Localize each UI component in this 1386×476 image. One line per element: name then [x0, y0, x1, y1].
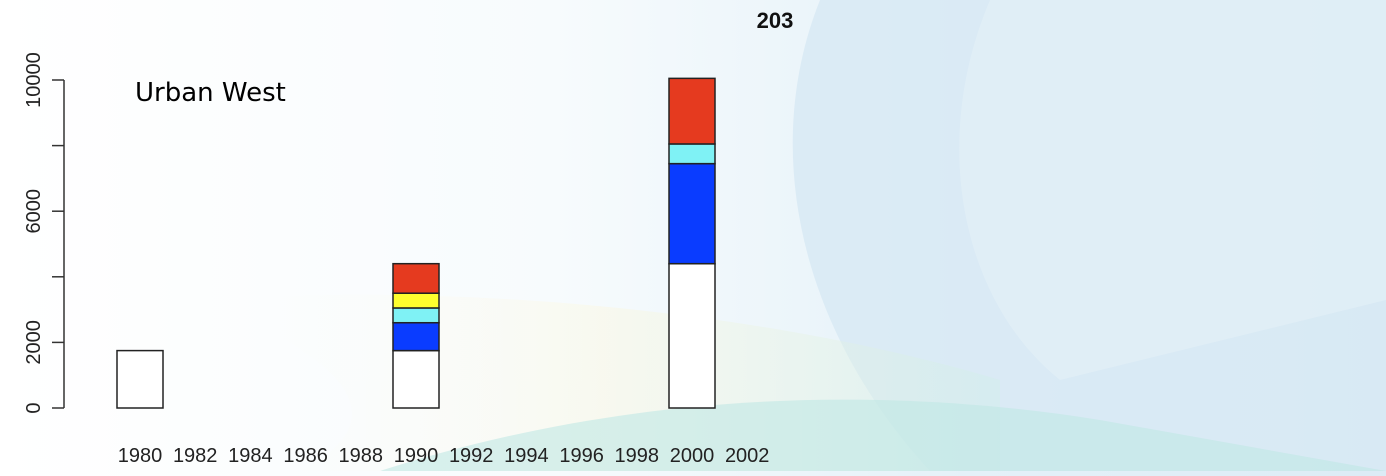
bar-segment	[392, 349, 440, 409]
x-tick-label: 1992	[449, 445, 494, 467]
y-tick-label: 2000	[23, 320, 45, 365]
x-tick-label: 1998	[615, 445, 660, 467]
x-tick-label: 1980	[118, 445, 163, 467]
y-tick-label: 10000	[23, 52, 45, 108]
bar-segment	[392, 307, 440, 324]
x-tick-label: 2002	[725, 445, 770, 467]
x-tick-label: 1982	[173, 445, 218, 467]
x-tick-label: 2000	[670, 445, 715, 467]
bar-segment	[392, 292, 440, 309]
bar-segment	[668, 262, 716, 409]
bar-segment	[668, 143, 716, 165]
y-tick-label: 0	[23, 402, 45, 413]
bar-segment	[392, 321, 440, 352]
x-tick-label: 1996	[559, 445, 604, 467]
x-tick-label: 1984	[228, 445, 273, 467]
bar-segment	[668, 77, 716, 145]
y-tick-label: 6000	[23, 189, 45, 234]
bar-segment	[668, 162, 716, 265]
x-tick-label: 1990	[394, 445, 439, 467]
bar-segment	[392, 262, 440, 294]
region-annotation: Urban West	[135, 78, 286, 108]
x-tick-label: 1988	[339, 445, 384, 467]
bar-segment	[116, 349, 164, 409]
x-tick-label: 1994	[504, 445, 549, 467]
x-tick-label: 1986	[283, 445, 328, 467]
chart-title: 203	[756, 8, 794, 33]
